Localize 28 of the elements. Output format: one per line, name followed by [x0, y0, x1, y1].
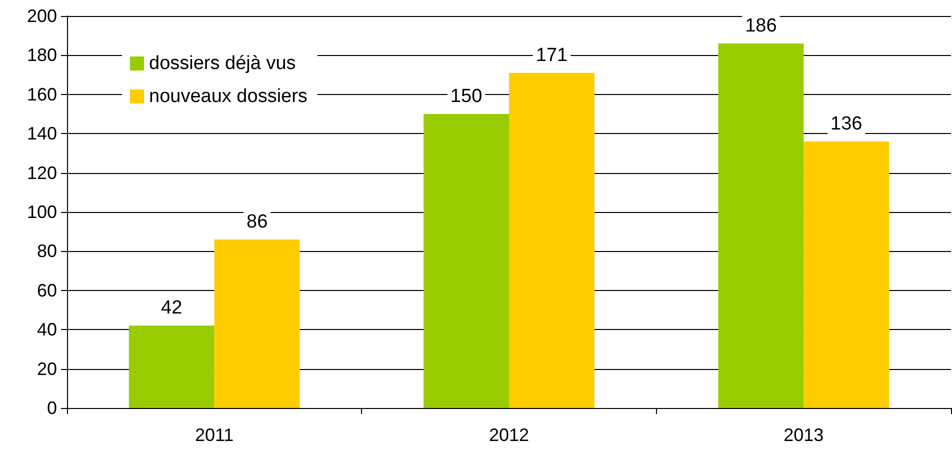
y-tick-label: 0: [46, 398, 57, 418]
data-label: 86: [246, 211, 268, 232]
y-tick-label: 140: [26, 124, 57, 144]
y-tick-label: 40: [36, 320, 57, 340]
y-tick-label: 160: [26, 84, 57, 104]
bar: [804, 141, 890, 408]
data-label: 186: [745, 15, 777, 36]
y-tick-label: 60: [36, 280, 57, 300]
x-tick-label: 2012: [488, 425, 530, 445]
data-label: 42: [161, 298, 182, 319]
data-label: 150: [450, 86, 482, 107]
x-tick-label: 2011: [194, 425, 234, 445]
bar: [509, 72, 594, 408]
data-label: 136: [830, 113, 862, 134]
bar: [214, 239, 300, 408]
bar: [128, 326, 214, 408]
legend-label: dossiers déjà vus: [149, 53, 296, 74]
legend-label: nouveaux dossiers: [149, 86, 308, 107]
x-tick-label: 2013: [784, 425, 824, 445]
y-tick-label: 100: [26, 202, 57, 222]
y-tick-label: 20: [36, 358, 57, 379]
bar: [718, 43, 804, 408]
data-label: 171: [536, 44, 568, 66]
y-tick-label: 180: [26, 45, 57, 66]
y-tick-label: 80: [36, 241, 57, 262]
bar: [424, 114, 509, 408]
y-tick-label: 120: [26, 162, 57, 183]
y-tick-label: 200: [26, 6, 57, 26]
